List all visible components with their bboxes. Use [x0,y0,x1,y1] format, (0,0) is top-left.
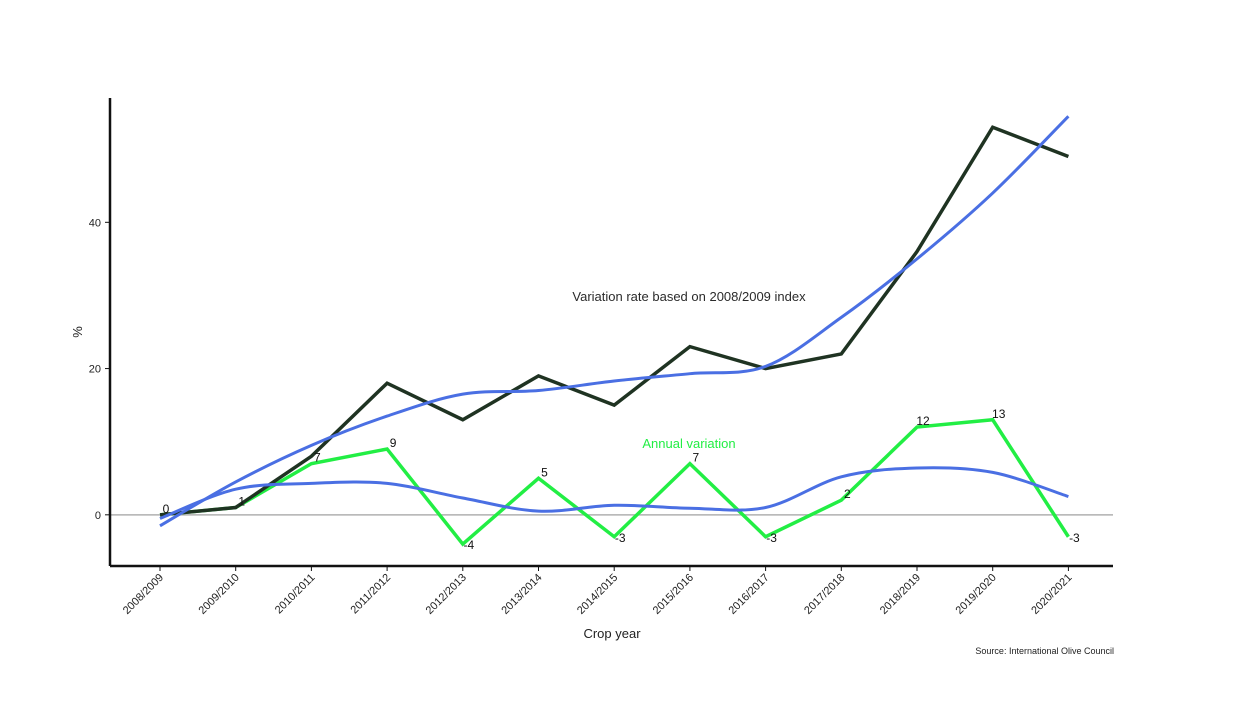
index-series-line [159,125,1070,517]
axes-layer [108,98,1113,568]
data-labels-layer: 0 1 7 9 -4 5 -3 7 -3 2 12 13 -3 [163,407,1080,552]
x-tick-label: 2010/2011 [273,572,318,617]
x-tick-label: 2020/2021 [1029,572,1074,617]
x-tick-label: 2014/2015 [575,572,620,617]
annual-data-label: 13 [992,407,1006,421]
annual-data-label: -3 [1069,531,1080,545]
y-tick-label: 0 [95,510,101,522]
x-tick-label: 2016/2017 [726,572,771,617]
x-tick-label: 2019/2020 [954,572,999,617]
annual-data-label: 9 [390,436,397,450]
annual-data-label: -3 [766,531,777,545]
annual-series-line [159,417,1070,547]
y-tick-label: 20 [89,364,101,376]
x-tick-label: 2018/2019 [878,572,923,617]
y-tick-label: 40 [89,217,101,229]
annual-data-label: 7 [693,451,700,465]
x-tick-label: 2017/2018 [802,572,847,617]
annual-data-label: 1 [238,495,245,509]
index-trend-series-line [159,115,1070,528]
x-tick-label: 2009/2010 [197,572,242,617]
x-axis-title: Crop year [583,626,641,641]
lines-layer [159,115,1070,547]
x-tick-label: 2011/2012 [349,572,394,617]
annual-data-label: 0 [163,502,170,516]
annual-trend-series-line [159,466,1069,520]
x-tick-label: 2012/2013 [424,572,469,617]
x-tick-label: 2008/2009 [121,572,166,617]
y-axis-title: % [70,326,85,338]
annual-data-label: -4 [463,538,474,552]
annual-data-label: -3 [615,531,626,545]
annual-data-label: 7 [314,451,321,465]
annual-data-label: 12 [916,414,930,428]
source-note: Source: International Olive Council [975,646,1114,656]
annual-data-label: 5 [541,465,548,479]
x-tick-label: 2015/2016 [651,572,696,617]
index-series-annotation: Variation rate based on 2008/2009 index [572,289,806,304]
annual-data-label: 2 [844,487,851,501]
x-tick-label: 2013/2014 [499,572,544,617]
annual-series-annotation: Annual variation [642,436,735,451]
